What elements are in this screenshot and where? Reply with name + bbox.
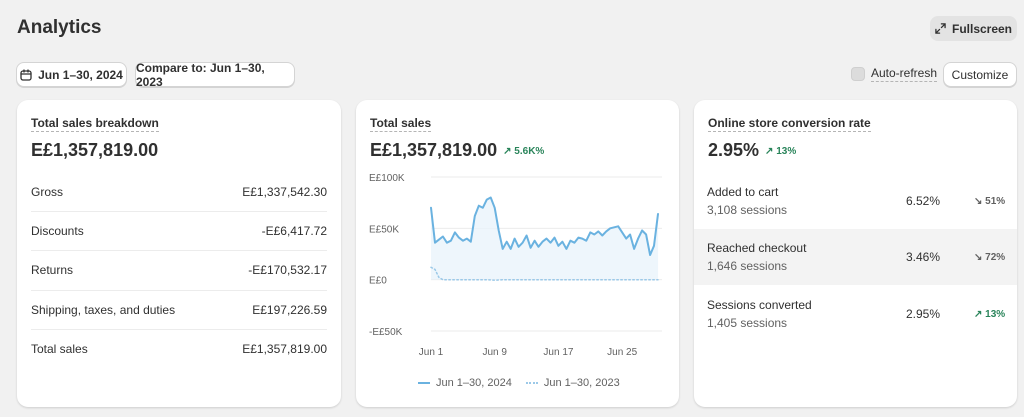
sales-value-text: E£1,357,819.00 bbox=[370, 140, 498, 160]
expand-icon bbox=[935, 23, 946, 34]
conversion-row-pct: 2.95% bbox=[906, 307, 941, 321]
conversion-row-delta: ↘ 51% bbox=[974, 196, 1005, 207]
breakdown-total: E£1,357,819.00 bbox=[31, 140, 159, 160]
conversion-row-sessions: 3,108 sessions bbox=[707, 203, 788, 217]
legend-previous[interactable]: Jun 1–30, 2023 bbox=[525, 377, 620, 389]
y-tick-label: E£50K bbox=[369, 224, 399, 235]
breakdown-row-value: E£197,226.59 bbox=[252, 303, 327, 317]
conversion-row-delta-text: 72% bbox=[985, 252, 1006, 263]
sales-delta-text: 5.6K% bbox=[514, 145, 545, 157]
sales-title[interactable]: Total sales bbox=[370, 116, 432, 132]
x-tick-label: Jun 25 bbox=[607, 347, 637, 358]
conversion-row-pct: 3.46% bbox=[906, 250, 941, 264]
chart-legend: Jun 1–30, 2024 Jun 1–30, 2023 bbox=[418, 377, 620, 389]
conversion-row-sessions: 1,405 sessions bbox=[707, 316, 788, 330]
conversion-row-delta: ↗ 13% bbox=[974, 309, 1005, 320]
conversion-row-sessions: 1,646 sessions bbox=[707, 259, 788, 273]
conversion-row: Added to cart 3,108 sessions 6.52% ↘ 51% bbox=[694, 173, 1017, 229]
conversion-row-delta-text: 51% bbox=[985, 196, 1006, 207]
conversion-title[interactable]: Online store conversion rate bbox=[708, 116, 871, 132]
arrow-up-icon: ↗ bbox=[974, 309, 983, 320]
breakdown-row-label: Discounts bbox=[31, 224, 84, 238]
auto-refresh-label: Auto-refresh bbox=[871, 66, 938, 82]
breakdown-row-label: Shipping, taxes, and duties bbox=[31, 303, 176, 317]
conversion-row-delta-text: 13% bbox=[985, 309, 1006, 320]
date-range-label: Jun 1–30, 2024 bbox=[38, 67, 123, 82]
x-tick-label: Jun 9 bbox=[482, 347, 507, 358]
breakdown-row-value: E£1,337,542.30 bbox=[242, 184, 327, 199]
conversion-row-delta: ↘ 72% bbox=[974, 252, 1005, 263]
breakdown-row: Discounts -E£6,417.72 bbox=[31, 211, 327, 250]
conversion-value-text: 2.95% bbox=[708, 140, 760, 160]
legend-dotted-swatch bbox=[525, 382, 538, 384]
conversion-row: Reached checkout 1,646 sessions 3.46% ↘ … bbox=[694, 229, 1017, 285]
conversion-row-label: Sessions converted bbox=[707, 298, 812, 312]
breakdown-title[interactable]: Total sales breakdown bbox=[31, 116, 159, 132]
fullscreen-button[interactable]: Fullscreen bbox=[930, 16, 1017, 41]
calendar-icon bbox=[20, 68, 32, 81]
y-tick-label: -E£50K bbox=[369, 327, 403, 338]
conversion-row-label: Reached checkout bbox=[707, 241, 807, 255]
breakdown-row: Gross E£1,337,542.30 bbox=[31, 172, 327, 211]
series-area-current bbox=[431, 197, 659, 280]
sales-line-chart[interactable]: E£100K E£50K E£0 -E£50K Jun 1 Jun 9 Jun 17 Jun … bbox=[356, 168, 679, 398]
date-range-button[interactable]: Jun 1–30, 2024 bbox=[16, 62, 127, 87]
breakdown-row-value: -E£170,532.17 bbox=[248, 263, 327, 277]
breakdown-row: Total sales E£1,357,819.00 bbox=[31, 329, 327, 368]
breakdown-row: Returns -E£170,532.17 bbox=[31, 250, 327, 289]
customize-button[interactable]: Customize bbox=[943, 62, 1017, 87]
x-tick-label: Jun 1 bbox=[419, 347, 444, 358]
conversion-value: 2.95% ↗ 13% bbox=[708, 140, 796, 161]
conversion-row-pct: 6.52% bbox=[906, 194, 941, 208]
arrow-up-icon: ↗ bbox=[503, 145, 512, 157]
breakdown-row-label: Total sales bbox=[31, 342, 88, 356]
breakdown-row: Shipping, taxes, and duties E£197,226.59 bbox=[31, 290, 327, 329]
customize-label: Customize bbox=[951, 67, 1009, 82]
breakdown-row-value: -E£6,417.72 bbox=[261, 224, 327, 238]
breakdown-row-value: E£1,357,819.00 bbox=[242, 342, 327, 356]
compare-button[interactable]: Compare to: Jun 1–30, 2023 bbox=[135, 60, 295, 89]
breakdown-row-label: Gross bbox=[31, 184, 64, 199]
arrow-up-icon: ↗ bbox=[765, 145, 774, 157]
conversion-delta-text: 13% bbox=[776, 145, 797, 157]
auto-refresh-checkbox[interactable] bbox=[851, 67, 865, 81]
legend-current-label: Jun 1–30, 2024 bbox=[436, 377, 512, 389]
breakdown-row-label: Returns bbox=[31, 263, 74, 277]
legend-current[interactable]: Jun 1–30, 2024 bbox=[418, 377, 512, 389]
x-tick-label: Jun 17 bbox=[543, 347, 573, 358]
arrow-down-icon: ↘ bbox=[974, 252, 983, 263]
auto-refresh-toggle[interactable]: Auto-refresh bbox=[851, 66, 938, 82]
sales-delta: ↗ 5.6K% bbox=[503, 146, 544, 157]
conversion-delta: ↗ 13% bbox=[765, 146, 796, 157]
sales-breakdown-card: Total sales breakdown E£1,357,819.00 Gro… bbox=[17, 100, 341, 407]
total-sales-card: Total sales E£1,357,819.00 ↗ 5.6K% E£100K… bbox=[356, 100, 679, 407]
legend-solid-swatch bbox=[418, 382, 430, 384]
series-line-current bbox=[430, 196, 659, 256]
y-tick-label: E£100K bbox=[369, 173, 405, 184]
page-title: Analytics bbox=[17, 17, 102, 38]
conversion-rate-card: Online store conversion rate 2.95% ↗ 13% … bbox=[694, 100, 1017, 407]
conversion-row: Sessions converted 1,405 sessions 2.95% … bbox=[694, 286, 1017, 342]
series-line-previous bbox=[430, 266, 659, 281]
arrow-down-icon: ↘ bbox=[974, 196, 983, 207]
y-tick-label: E£0 bbox=[369, 276, 387, 287]
compare-label: Compare to: Jun 1–30, 2023 bbox=[136, 60, 265, 89]
legend-previous-label: Jun 1–30, 2023 bbox=[543, 377, 620, 389]
fullscreen-label: Fullscreen bbox=[951, 21, 1013, 36]
sales-value: E£1,357,819.00 ↗ 5.6K% bbox=[370, 140, 544, 161]
conversion-row-label: Added to cart bbox=[707, 185, 779, 199]
